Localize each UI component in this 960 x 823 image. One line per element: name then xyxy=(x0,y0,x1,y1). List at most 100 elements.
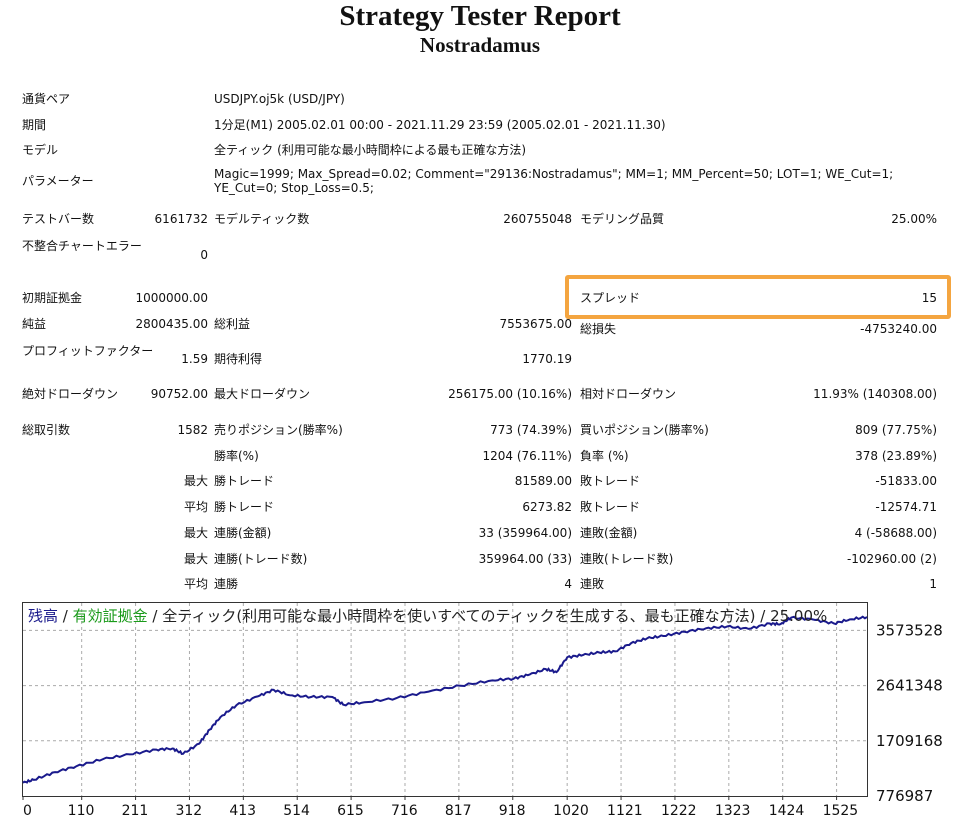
largest-win-value: 81589.00 xyxy=(514,474,572,488)
consec-loss-amount-label: 連敗(金額) xyxy=(580,526,638,540)
gross-loss-value: -4753240.00 xyxy=(860,322,937,336)
y-tick-label: 1709168 xyxy=(876,732,943,750)
average-loss-value: -12574.71 xyxy=(875,500,937,514)
net-profit-label: 純益 xyxy=(22,317,47,331)
consec-win-amount-value: 33 (359964.00) xyxy=(478,526,572,540)
avg-consec-loss-value: 1 xyxy=(929,577,937,591)
avg-consec-win-label: 連勝 xyxy=(214,577,239,591)
legend-separator: / xyxy=(58,607,73,625)
x-tick-label: 1424 xyxy=(769,803,805,819)
loss-rate-value: 378 (23.89%) xyxy=(855,449,937,463)
chart-legend: 残高 / 有効証拠金 / 全ティック(利用可能な最小時間枠を使いすべてのティック… xyxy=(28,607,827,625)
x-tick-label: 413 xyxy=(229,803,256,819)
consec-win-count-value: 359964.00 (33) xyxy=(478,552,572,566)
profit-factor-value: 1.59 xyxy=(181,352,208,366)
x-tick-label: 1222 xyxy=(661,803,697,819)
mismatch-value: 0 xyxy=(200,248,208,262)
bars-label: テストバー数 xyxy=(22,212,95,226)
gross-profit-value: 7553675.00 xyxy=(499,317,572,331)
legend-equity: 有効証拠金 xyxy=(72,607,148,625)
pair-value: USDJPY.oj5k (USD/JPY) xyxy=(214,92,345,106)
x-tick-label: 817 xyxy=(445,803,472,819)
avg-consec-win-value: 4 xyxy=(564,577,572,591)
deposit-value: 1000000.00 xyxy=(135,291,208,305)
gross-profit-label: 総利益 xyxy=(214,317,251,331)
x-tick-label: 514 xyxy=(283,803,310,819)
max-drawdown-label: 最大ドローダウン xyxy=(214,387,311,401)
total-trades-value: 1582 xyxy=(177,423,208,437)
x-tick-label: 1121 xyxy=(607,803,643,819)
largest-label-3: 最大 xyxy=(183,552,208,566)
largest-label-2: 最大 xyxy=(183,526,208,540)
y-tick-label: 3573528 xyxy=(876,621,943,639)
largest-win-label: 勝トレード xyxy=(214,474,275,488)
consec-win-count-label: 連勝(トレード数) xyxy=(214,552,308,566)
model-label: モデル xyxy=(22,143,59,157)
quality-value: 25.00% xyxy=(891,212,937,226)
win-rate-label: 勝率(%) xyxy=(214,449,259,463)
y-tick-label: 2641348 xyxy=(876,677,943,695)
params-label: パラメーター xyxy=(22,174,94,188)
gross-loss-label: 総損失 xyxy=(580,322,617,336)
x-tick-label: 312 xyxy=(175,803,202,819)
largest-label: 最大 xyxy=(183,474,208,488)
profit-factor-label: プロフィットファクター xyxy=(22,344,154,358)
consec-win-amount-label: 連勝(金額) xyxy=(214,526,272,540)
params-value: Magic=1999; Max_Spread=0.02; Comment="29… xyxy=(214,167,894,195)
period-label: 期間 xyxy=(22,118,47,132)
mismatch-label: 不整合チャートエラー xyxy=(22,239,142,253)
abs-drawdown-value: 90752.00 xyxy=(150,387,208,401)
spread-value: 15 xyxy=(921,291,937,305)
max-drawdown-value: 256175.00 (10.16%) xyxy=(448,387,572,401)
expected-payoff-label: 期待利得 xyxy=(214,352,263,366)
long-positions-value: 809 (77.75%) xyxy=(855,423,937,437)
expected-payoff-value: 1770.19 xyxy=(522,352,572,366)
bars-value: 6161732 xyxy=(154,212,208,226)
short-positions-label: 売りポジション(勝率%) xyxy=(214,423,343,437)
x-tick-label: 1323 xyxy=(715,803,751,819)
pair-label: 通貨ペア xyxy=(22,92,71,106)
model-value: 全ティック (利用可能な最小時間枠による最も正確な方法) xyxy=(214,143,527,157)
total-trades-label: 総取引数 xyxy=(22,423,71,437)
x-tick-label: 1020 xyxy=(553,803,589,819)
consec-loss-count-value: -102960.00 (2) xyxy=(846,552,937,566)
average-label-2: 平均 xyxy=(183,577,208,591)
x-tick-label: 918 xyxy=(499,803,526,819)
x-tick-label: 716 xyxy=(391,803,418,819)
average-label: 平均 xyxy=(183,500,208,514)
y-tick-label: 776987 xyxy=(876,787,933,805)
report-title: Strategy Tester Report xyxy=(339,0,621,32)
x-tick-label: 615 xyxy=(337,803,364,819)
average-loss-label: 敗トレード xyxy=(580,500,641,514)
consec-loss-count-label: 連敗(トレード数) xyxy=(580,552,674,566)
legend-description: / 全ティック(利用可能な最小時間枠を使いすべてのティックを生成する、最も正確な… xyxy=(147,607,828,625)
avg-consec-loss-label: 連敗 xyxy=(580,577,605,591)
net-profit-value: 2800435.00 xyxy=(135,317,208,331)
period-value: 1分足(M1) 2005.02.01 00:00 - 2021.11.29 23… xyxy=(214,118,666,132)
quality-label: モデリング品質 xyxy=(580,212,665,226)
legend-balance: 残高 xyxy=(28,607,59,625)
report-subtitle: Nostradamus xyxy=(419,33,541,57)
x-tick-label: 211 xyxy=(122,803,149,819)
largest-loss-value: -51833.00 xyxy=(875,474,937,488)
x-tick-label: 1525 xyxy=(823,803,859,819)
average-win-label: 勝トレード xyxy=(214,500,275,514)
rel-drawdown-label: 相対ドローダウン xyxy=(580,387,677,401)
ticks-label: モデルティック数 xyxy=(214,212,310,226)
ticks-value: 260755048 xyxy=(503,212,572,226)
balance-series-line xyxy=(22,615,868,784)
spread-highlight-box xyxy=(565,275,951,319)
rel-drawdown-value: 11.93% (140308.00) xyxy=(813,387,937,401)
abs-drawdown-label: 絶対ドローダウン xyxy=(22,387,119,401)
consec-loss-amount-value: 4 (-58688.00) xyxy=(854,526,937,540)
deposit-label: 初期証拠金 xyxy=(22,291,83,305)
average-win-value: 6273.82 xyxy=(522,500,572,514)
x-tick-label: 110 xyxy=(68,803,95,819)
balance-chart-frame xyxy=(22,602,868,797)
largest-loss-label: 敗トレード xyxy=(580,474,641,488)
loss-rate-label: 負率 (%) xyxy=(580,449,629,463)
short-positions-value: 773 (74.39%) xyxy=(490,423,572,437)
long-positions-label: 買いポジション(勝率%) xyxy=(580,423,709,437)
spread-label: スプレッド xyxy=(580,291,641,305)
